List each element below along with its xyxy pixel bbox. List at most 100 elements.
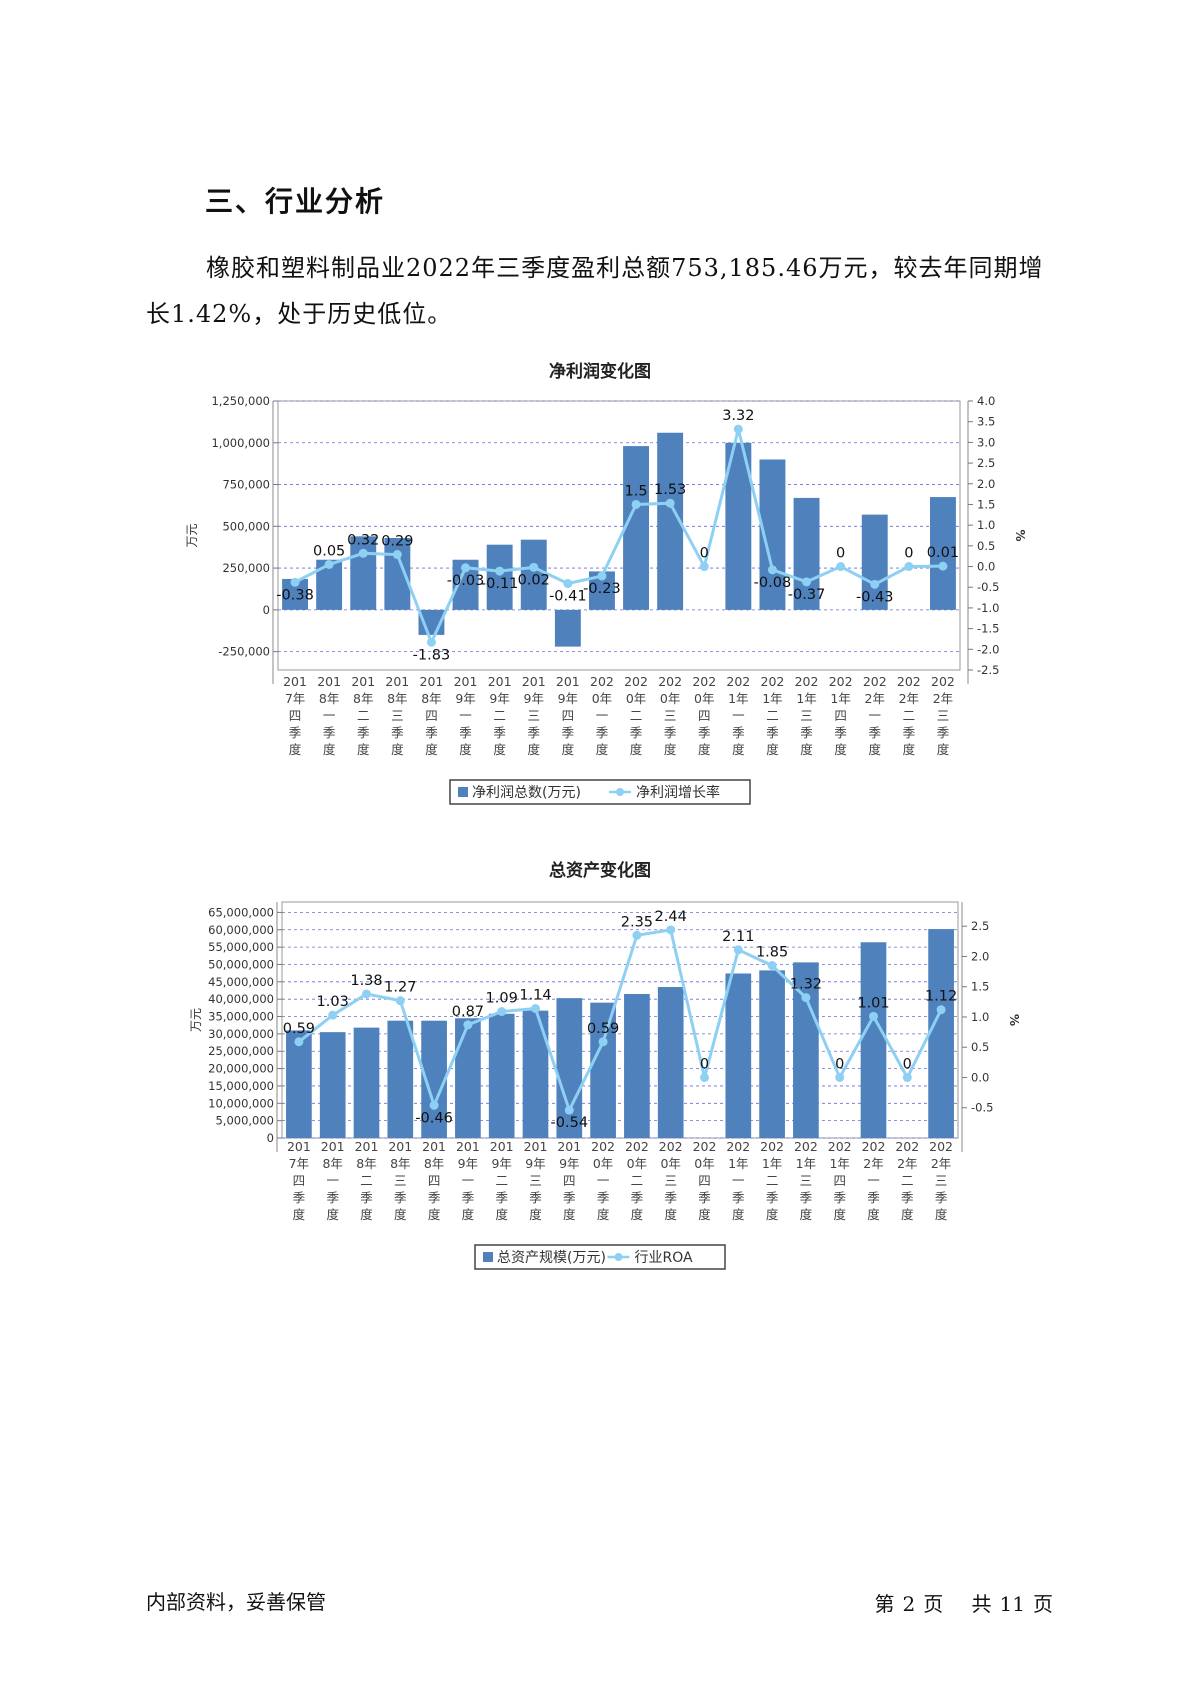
- data-label: 0.59: [283, 1021, 315, 1037]
- category-label: 202 2年二季度: [897, 674, 921, 757]
- left-axis-label: 万元: [185, 523, 199, 547]
- data-label: 1.03: [317, 994, 349, 1010]
- line-point: [902, 1072, 912, 1082]
- category-label: 201 9年四季度: [557, 1139, 581, 1222]
- line-point: [767, 961, 777, 971]
- category-label: 202 2年三季度: [931, 674, 955, 757]
- data-label: -1.83: [413, 647, 451, 663]
- bar: [387, 1020, 414, 1138]
- line-point: [294, 1037, 304, 1047]
- category-label: 202 0年一季度: [590, 674, 614, 757]
- legend-bar-swatch: [458, 787, 468, 797]
- left-tick-label: 35,000,000: [208, 1010, 274, 1024]
- line-point: [904, 562, 914, 572]
- summary-paragraph: 橡胶和塑料制品业2022年三季度盈利总额753,185.46万元，较去年同期增长…: [146, 254, 1044, 328]
- bar: [350, 536, 377, 610]
- line-point: [699, 562, 709, 572]
- line-point: [700, 1072, 709, 1082]
- left-tick-label: 55,000,000: [208, 940, 274, 954]
- left-tick-label: 250,000: [222, 561, 270, 575]
- bar: [860, 942, 887, 1138]
- right-tick-label: 3.0: [977, 435, 995, 449]
- right-tick-label: -0.5: [971, 1101, 993, 1115]
- right-tick-label: 2.5: [977, 456, 995, 470]
- bar: [488, 1013, 515, 1138]
- bar: [353, 1027, 380, 1138]
- data-label: 1.38: [350, 973, 382, 989]
- right-tick-label: 1.5: [977, 497, 995, 511]
- category-label: 201 9年一季度: [456, 1139, 480, 1222]
- line-point: [395, 996, 405, 1006]
- data-label: -0.08: [754, 575, 792, 591]
- category-label: 201 9年二季度: [488, 674, 512, 757]
- total-assets-chart: 总资产变化图 65,000,000 60,000,000 55,000,000 50,0…: [0, 855, 1191, 1315]
- left-tick-label: 1,250,000: [211, 394, 270, 408]
- line-point: [392, 550, 402, 560]
- bar: [657, 987, 684, 1138]
- line-point: [802, 577, 812, 587]
- data-label: 0: [903, 1056, 912, 1072]
- right-tick-label: -1.0: [977, 601, 999, 615]
- data-label: -0.23: [583, 581, 621, 597]
- footer-total-unit: 页: [1033, 1592, 1053, 1616]
- category-label: 202 1年一季度: [726, 674, 750, 757]
- plot-area: [281, 901, 959, 1139]
- category-label: 202 0年四季度: [692, 674, 716, 757]
- line-point: [835, 1072, 845, 1082]
- bar: [725, 973, 752, 1138]
- data-label: 0.87: [452, 1004, 484, 1020]
- data-label: 1.32: [790, 977, 822, 993]
- data-label: 1.85: [756, 945, 788, 961]
- left-tick-label: -250,000: [218, 645, 270, 659]
- right-tick-label: 3.5: [977, 415, 995, 429]
- right-tick-label: -2.5: [977, 663, 999, 677]
- line-point: [733, 945, 743, 955]
- bar: [928, 929, 954, 1138]
- legend-box: [449, 779, 751, 805]
- left-tick-label: 40,000,000: [208, 992, 274, 1006]
- data-label: 0: [700, 546, 709, 562]
- category-label: 202 0年三季度: [659, 1139, 683, 1222]
- data-label: 0.02: [518, 572, 550, 588]
- category-label: 202 1年三季度: [794, 1139, 818, 1222]
- data-label: 0: [700, 1056, 709, 1072]
- bar: [759, 970, 785, 1138]
- legend-box: [474, 1244, 726, 1270]
- right-axis-label: %: [1007, 1014, 1021, 1026]
- right-tick-label: 2.5: [971, 919, 989, 933]
- category-label: 202 0年三季度: [658, 674, 682, 757]
- data-label: -0.43: [856, 589, 894, 605]
- category-label: 201 7年四季度: [287, 1139, 311, 1222]
- category-label: 202 1年四季度: [829, 674, 853, 757]
- left-tick-label: 0: [267, 1131, 274, 1145]
- line-point: [767, 565, 777, 575]
- category-label: 202 1年三季度: [795, 674, 819, 757]
- category-label: 202 0年二季度: [624, 674, 648, 757]
- data-label: 2.35: [621, 914, 653, 930]
- category-label: 201 8年三季度: [385, 674, 409, 757]
- category-label: 201 8年四季度: [420, 674, 444, 757]
- right-axis-label: %: [1013, 529, 1027, 541]
- right-tick-label: 2.0: [977, 477, 995, 491]
- data-label: 0.01: [927, 545, 959, 561]
- data-label: -0.41: [549, 589, 587, 605]
- chart-title: 净利润变化图: [549, 361, 651, 382]
- left-tick-label: 500,000: [222, 519, 270, 533]
- chart-legend: 净利润总数(万元) 净利润增长率: [449, 779, 751, 805]
- data-label: -0.03: [447, 573, 485, 589]
- plot-area: [277, 400, 961, 671]
- category-label: 201 8年一季度: [321, 1139, 345, 1222]
- category-label: 201 9年三季度: [524, 1139, 548, 1222]
- bar: [486, 544, 513, 610]
- data-label: -0.38: [276, 587, 314, 603]
- line-point: [665, 498, 675, 508]
- legend-line-label: 行业ROA: [635, 1250, 694, 1266]
- line-point: [564, 1105, 574, 1115]
- category-label: 202 1年二季度: [760, 1139, 784, 1222]
- left-tick-label: 15,000,000: [208, 1079, 274, 1093]
- data-label: 2.44: [655, 909, 687, 925]
- right-tick-label: 1.0: [971, 1010, 989, 1024]
- line-point: [529, 562, 539, 572]
- line-point: [733, 424, 743, 434]
- right-tick-label: 0.0: [971, 1070, 989, 1084]
